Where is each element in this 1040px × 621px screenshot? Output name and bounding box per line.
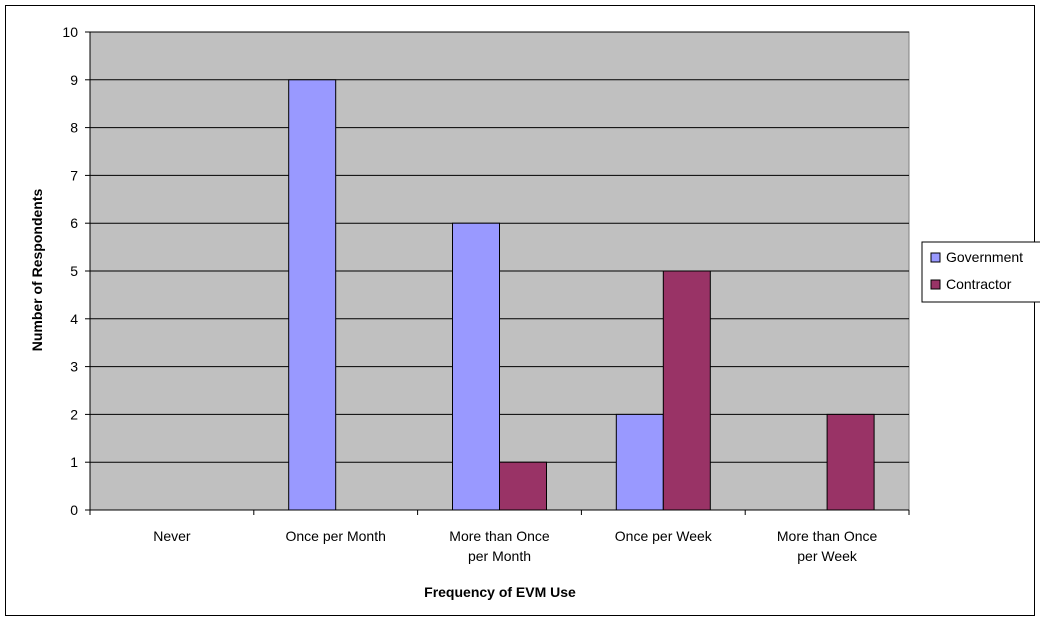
y-tick-label: 3 <box>70 359 78 375</box>
y-axis-title: Number of Respondents <box>29 189 45 352</box>
x-tick-label: More than Once per Week <box>777 528 878 564</box>
y-tick-label: 0 <box>70 502 78 518</box>
bar-contractor-4 <box>826 413 875 511</box>
legend-swatch-government <box>930 252 941 263</box>
x-tick-labels: Never Once per Month More than Once per Mon… <box>153 528 877 564</box>
legend-label-contractor: Contractor <box>946 276 1012 292</box>
legend: Government Contractor <box>921 241 1040 303</box>
y-tick-label: 7 <box>70 167 78 183</box>
y-tick-labels: 0 1 2 3 4 5 6 7 8 9 10 <box>62 24 78 518</box>
y-tick-label: 9 <box>70 72 78 88</box>
bar-contractor-2 <box>499 461 547 511</box>
bar-government-2 <box>452 222 500 511</box>
x-tick-label: Once per Week <box>615 528 713 544</box>
y-tick-label: 5 <box>70 263 78 279</box>
y-tick-label: 10 <box>62 24 78 40</box>
y-tick-label: 4 <box>70 311 78 327</box>
legend-box <box>921 241 1040 303</box>
bar-government-3 <box>615 413 664 511</box>
legend-label-government: Government <box>946 249 1023 265</box>
y-tick-label: 2 <box>70 406 78 422</box>
x-tick-label: Once per Month <box>286 528 386 544</box>
x-tick-label: More than Once per Month <box>449 528 550 564</box>
axes <box>85 31 910 515</box>
x-tick-label: Never <box>153 528 191 544</box>
bar-government-1 <box>288 79 337 511</box>
legend-swatch-contractor <box>930 279 941 290</box>
y-tick-label: 6 <box>70 215 78 231</box>
bar-contractor-3 <box>662 270 711 511</box>
y-tick-label: 8 <box>70 120 78 136</box>
x-axis-title: Frequency of EVM Use <box>424 584 576 600</box>
y-tick-label: 1 <box>70 454 78 470</box>
